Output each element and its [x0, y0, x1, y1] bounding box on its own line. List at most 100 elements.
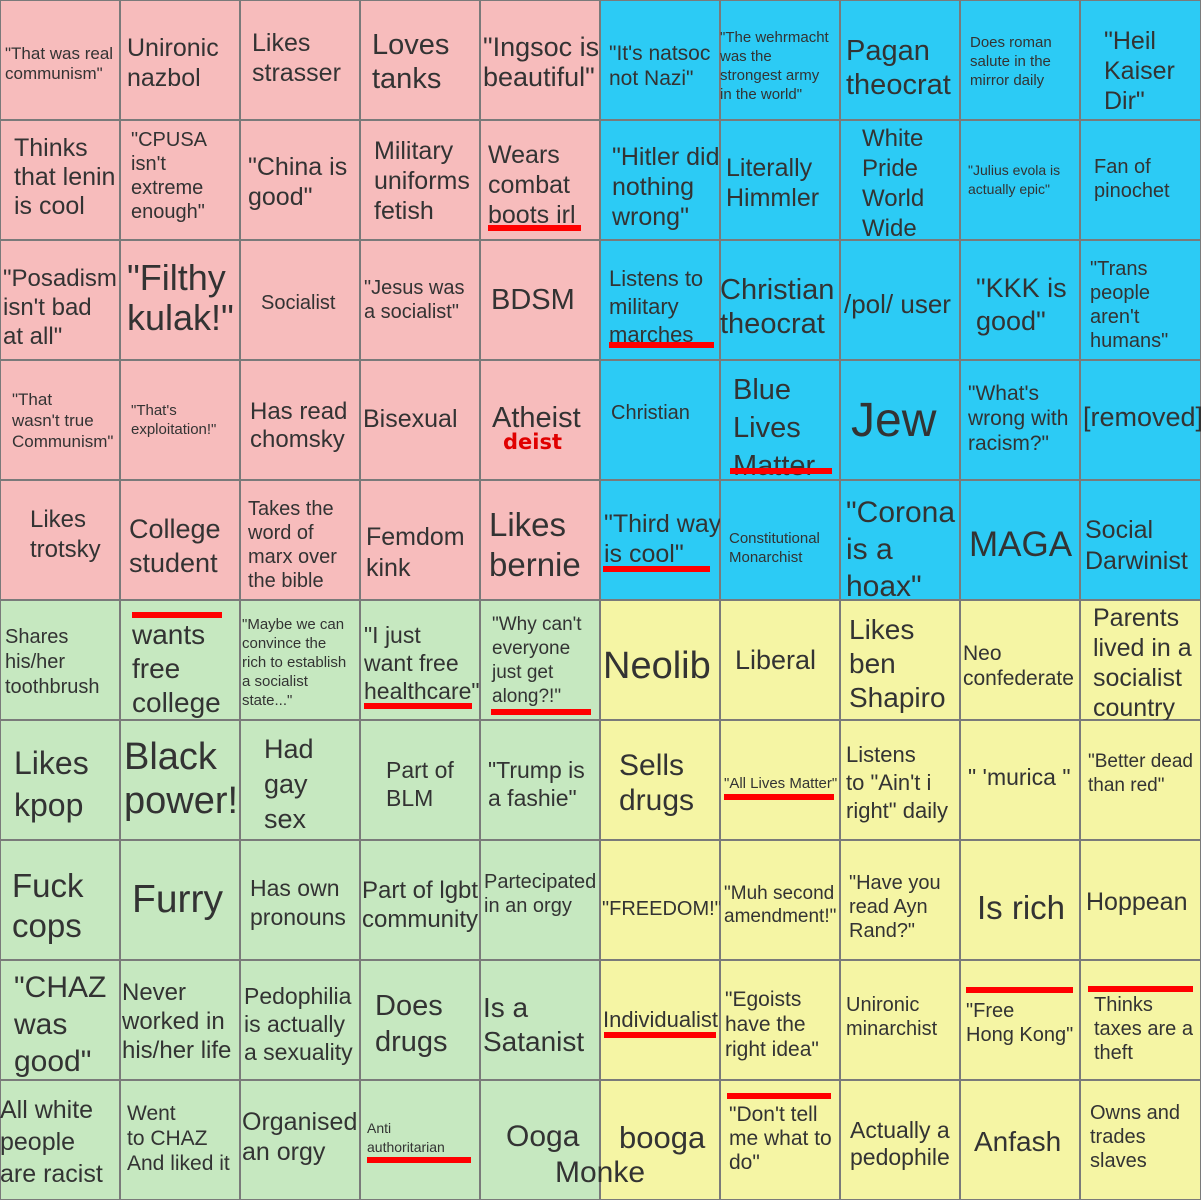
red-underline [132, 612, 222, 618]
bingo-cell [240, 240, 360, 360]
bingo-cell-label: Atheist [492, 402, 581, 434]
bingo-cell [480, 0, 600, 120]
bingo-cell-label: Social Darwinist [1085, 516, 1188, 575]
bingo-cell [840, 360, 960, 480]
bingo-cell-label: Is rich [977, 889, 1066, 926]
bingo-cell-label: Femdom kink [366, 523, 465, 582]
bingo-cell-label: "Julius evola is actually epic" [968, 162, 1061, 197]
bingo-cell-label: Christian theocrat [720, 274, 835, 340]
bingo-cell-label: Ooga [506, 1120, 580, 1153]
bingo-cell [120, 240, 240, 360]
bingo-cell-label: wants free college [132, 619, 221, 718]
bingo-cell-label: Has read chomsky [250, 398, 348, 453]
bingo-cell [360, 840, 480, 960]
bingo-cell-label: Neolib [603, 645, 711, 687]
bingo-cell-label: Black power! [124, 736, 239, 822]
bingo-cell [0, 840, 120, 960]
bingo-cell [480, 1080, 600, 1200]
bingo-cell-label: "FREEDOM!" [602, 898, 722, 920]
bingo-cell-label: "That's exploitation!" [131, 402, 217, 438]
bingo-cell-label: Listens to military marches [609, 266, 704, 347]
bingo-cell [120, 480, 240, 600]
bingo-cell [240, 480, 360, 600]
bingo-cell-label: Organised an orgy [242, 1108, 358, 1166]
bingo-cell [840, 120, 960, 240]
bingo-cell [720, 0, 840, 120]
red-underline [727, 1093, 831, 1099]
red-underline [491, 709, 591, 715]
bingo-cell-label: "Hitler did nothing wrong" [612, 143, 720, 231]
bingo-cell [240, 720, 360, 840]
bingo-cell [0, 0, 120, 120]
bingo-cell-label: /pol/ user [844, 289, 951, 319]
bingo-cell-label: "China is good" [248, 153, 348, 211]
bingo-cell [1080, 480, 1201, 600]
bingo-cell [960, 240, 1080, 360]
bingo-cell-label: Furry [132, 878, 223, 921]
bingo-cell [840, 240, 960, 360]
bingo-cell-label: Individualist [603, 1007, 718, 1032]
bingo-cell-label: "Posadism isn't bad at all" [3, 265, 117, 350]
bingo-cell [120, 600, 240, 720]
bingo-cell-label: Part of lgbt community [362, 877, 479, 933]
red-underline [724, 794, 834, 800]
bingo-cell-label: Went to CHAZ And liked it [127, 1102, 230, 1175]
bingo-cell [120, 1080, 240, 1200]
bingo-cell-label: "I just want free healthcare" [364, 622, 480, 704]
bingo-cell [120, 960, 240, 1080]
bingo-cell [600, 720, 720, 840]
bingo-cell-label: Shares his/her toothbrush [5, 626, 100, 698]
bingo-cell [600, 480, 720, 600]
bingo-cell-label: Literally Himmler [726, 154, 820, 212]
bingo-cell [1080, 600, 1201, 720]
bingo-cell-label: Unironic nazbol [127, 34, 219, 92]
bingo-cell [360, 600, 480, 720]
bingo-cell-label: "CHAZ was good" [14, 971, 107, 1078]
bingo-cell [600, 120, 720, 240]
bingo-cell-label: Pedophilia is actually a sexuality [244, 983, 353, 1065]
bingo-cell [840, 840, 960, 960]
bingo-cell-label: "Egoists have the right idea" [725, 988, 819, 1061]
bingo-cell [240, 960, 360, 1080]
bingo-cell-label: Never worked in his/her life [122, 979, 232, 1064]
bingo-cell-label: "All Lives Matter" [724, 775, 838, 792]
bingo-cell [0, 360, 120, 480]
red-underline [364, 703, 472, 709]
red-underline [966, 987, 1073, 993]
bingo-cell-label: Liberal [735, 645, 817, 675]
bingo-cell-label: BDSM [491, 284, 575, 316]
bingo-cell [240, 600, 360, 720]
bingo-cell [480, 960, 600, 1080]
bingo-cell [360, 960, 480, 1080]
bingo-cell [240, 840, 360, 960]
bingo-cell [1080, 240, 1201, 360]
bingo-cell-label: "Muh second amendment!" [724, 883, 837, 927]
bingo-cell [960, 0, 1080, 120]
bingo-cell-label: Fuck cops [12, 867, 84, 944]
bingo-cell [480, 600, 600, 720]
red-underline [367, 1157, 471, 1163]
bingo-cell-label: "That wasn't true Communism" [12, 390, 114, 451]
bingo-cell-label: Sells drugs [619, 749, 695, 817]
bingo-cell-label: "That was real communism" [5, 44, 114, 83]
bingo-cell [0, 960, 120, 1080]
bingo-cell-label: Likes ben Shapiro [849, 614, 946, 713]
bingo-cell [480, 720, 600, 840]
bingo-cell-label: " 'murica " [968, 764, 1071, 790]
bingo-cell-label: "It's natsoc not Nazi" [609, 42, 711, 90]
bingo-cell [960, 360, 1080, 480]
bingo-cell [600, 600, 720, 720]
bingo-cell-label: Likes bernie [489, 506, 581, 583]
red-underline [609, 342, 714, 348]
bingo-cell [960, 960, 1080, 1080]
bingo-cell [600, 960, 720, 1080]
bingo-cell [720, 960, 840, 1080]
bingo-cell [360, 360, 480, 480]
bingo-cell [0, 600, 120, 720]
bingo-cell [0, 720, 120, 840]
bingo-cell [720, 720, 840, 840]
bingo-cell [840, 960, 960, 1080]
bingo-cell [960, 120, 1080, 240]
bingo-cell-label: Constitutional Monarchist [729, 530, 820, 566]
bingo-cell-label: Takes the word of marx over the bible [248, 498, 337, 592]
